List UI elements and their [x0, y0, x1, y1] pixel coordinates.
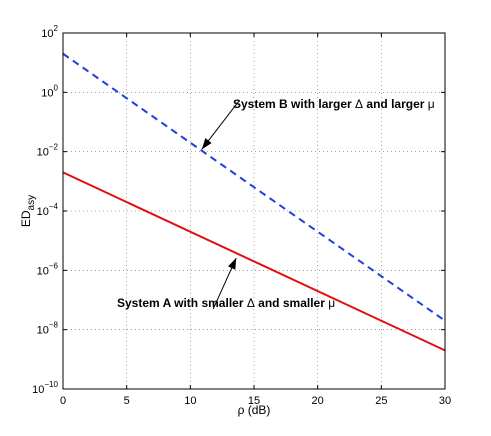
x-tick-label: 25 — [375, 395, 387, 407]
annotation-label-part: and smaller — [255, 296, 328, 310]
y-tick-label: 10−6 — [37, 261, 59, 277]
y-tick-exponent: 2 — [54, 24, 59, 33]
y-tick-base: 10 — [37, 206, 49, 218]
annotation-label-part: μ — [428, 97, 435, 111]
y-tick-base: 10 — [37, 265, 49, 277]
y-tick-exponent: −10 — [44, 380, 58, 389]
annotation-label-part: System A with smaller — [117, 296, 247, 310]
annotation-label-part: Δ — [355, 97, 363, 111]
annotations: System B with larger Δ and larger μSyste… — [117, 97, 435, 310]
x-tick-label: 15 — [248, 395, 260, 407]
y-tick-exponent: −2 — [49, 143, 59, 152]
y-tick-label: 10−8 — [37, 321, 59, 337]
annotation-label: System A with smaller Δ and smaller μ — [117, 296, 335, 310]
annotation-label-part: and larger — [363, 97, 428, 111]
y-axis-label-sub: asy — [26, 195, 37, 211]
y-tick-exponent: −6 — [49, 261, 59, 270]
series-line-1 — [62, 52, 446, 322]
y-axis-label-main: ED — [19, 210, 33, 227]
annotation-label-part: μ — [328, 296, 335, 310]
y-tick-base: 10 — [37, 325, 49, 337]
annotation-arrowhead — [201, 138, 212, 150]
annotation-label-part: System B with larger — [233, 97, 355, 111]
x-tick-label: 30 — [439, 395, 451, 407]
y-tick-exponent: −4 — [49, 202, 59, 211]
x-tick-label: 20 — [312, 395, 324, 407]
y-tick-label: 100 — [41, 83, 58, 99]
y-tick-label: 10−2 — [37, 143, 59, 159]
x-axis-label: ρ (dB) — [238, 403, 271, 417]
y-tick-exponent: 0 — [54, 83, 59, 92]
y-tick-label: 102 — [41, 24, 58, 40]
x-tick-label: 10 — [184, 395, 196, 407]
annotation-label: System B with larger Δ and larger μ — [233, 97, 435, 111]
y-tick-base: 10 — [37, 147, 49, 159]
y-tick-exponent: −8 — [49, 321, 59, 330]
x-tick-label: 0 — [60, 395, 66, 407]
series-group — [62, 52, 446, 352]
y-tick-base: 10 — [41, 87, 53, 99]
y-tick-base: 10 — [32, 384, 44, 396]
y-axis-label: EDasy — [19, 195, 37, 227]
y-tick-base: 10 — [41, 28, 53, 40]
grid — [63, 33, 445, 389]
y-tick-label: 10−10 — [32, 380, 58, 396]
y-tick-label: 10−4 — [37, 202, 59, 218]
series-line-2 — [62, 171, 446, 352]
x-tick-label: 5 — [124, 395, 130, 407]
annotation-arrowhead — [228, 258, 237, 270]
annotation-label-part: Δ — [247, 296, 255, 310]
